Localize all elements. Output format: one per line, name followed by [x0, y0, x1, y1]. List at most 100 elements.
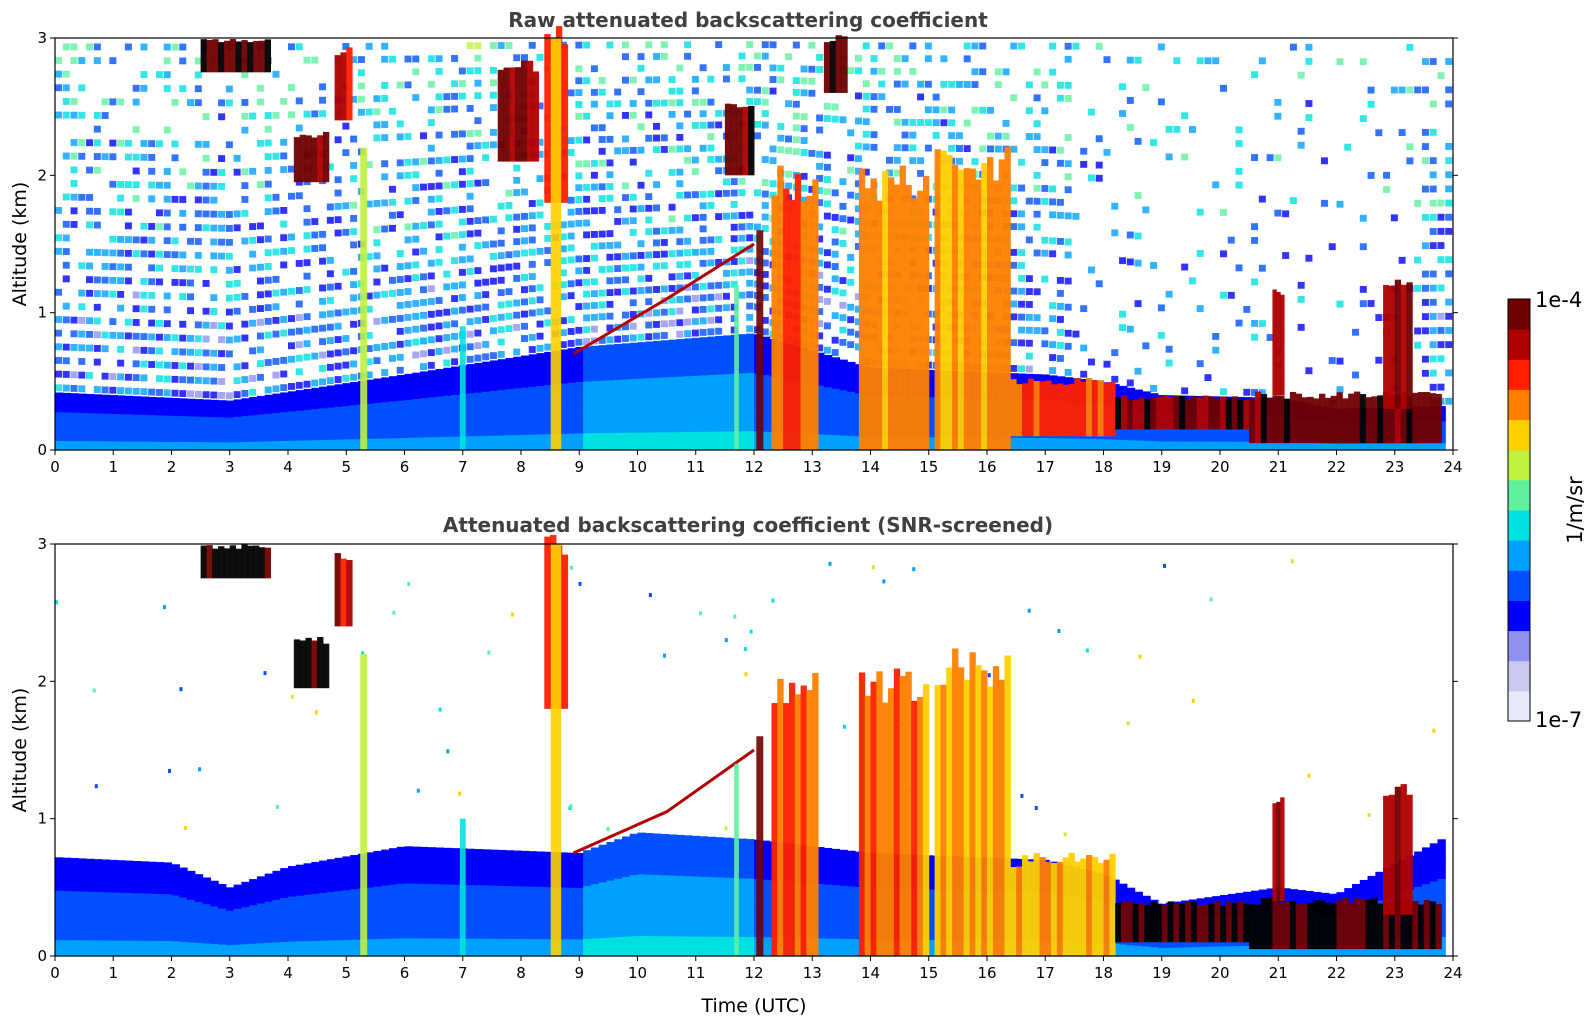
boundary-layer-cell — [645, 359, 654, 379]
noise-cell — [854, 117, 862, 125]
cloud-cell — [532, 71, 539, 162]
boundary-layer-cell — [155, 893, 165, 910]
noise-cell — [140, 346, 148, 354]
boundary-layer-cell — [497, 867, 507, 886]
cloud-cell — [253, 40, 260, 73]
noise-cell — [187, 334, 195, 342]
noise-cell — [1220, 209, 1227, 216]
noise-cell — [785, 100, 793, 108]
cloud-cell — [1010, 867, 1017, 956]
boundary-layer-cell — [567, 852, 576, 871]
noise-cell — [132, 250, 140, 258]
noise-cell — [1080, 370, 1088, 378]
boundary-layer-cell — [513, 356, 522, 373]
boundary-layer-cell — [295, 879, 305, 896]
boundary-layer-cell — [443, 865, 452, 885]
noise-cell — [163, 292, 171, 300]
noise-cell — [800, 149, 808, 156]
boundary-layer-cell — [598, 397, 608, 416]
noise-cell — [955, 145, 963, 152]
boundary-layer-cell — [55, 392, 64, 403]
noise-cell — [738, 212, 746, 219]
noise-cell — [575, 77, 583, 85]
noise-cell — [1297, 295, 1305, 303]
noise-cell — [730, 269, 738, 277]
noise-cell — [249, 223, 257, 230]
cloud-cell — [1423, 900, 1431, 950]
noise-cell — [1087, 266, 1095, 274]
noise-cell — [583, 136, 591, 144]
boundary-layer-cell — [645, 377, 654, 397]
noise-cell — [645, 251, 653, 259]
noise-cell — [489, 277, 497, 285]
boundary-layer-cell — [614, 897, 623, 918]
noise-cell — [691, 318, 699, 325]
boundary-layer-cell — [109, 859, 118, 877]
noise-cell — [1445, 143, 1453, 150]
noise-cell — [738, 75, 746, 83]
boundary-layer-cell — [225, 400, 235, 410]
cloud-cell — [1319, 393, 1326, 444]
noise-cell — [117, 194, 125, 202]
boundary-layer-cell — [1095, 438, 1105, 451]
boundary-layer-cell — [528, 434, 538, 451]
noise-cell — [412, 248, 420, 256]
boundary-layer-cell — [722, 392, 732, 413]
noise-cell — [637, 146, 645, 154]
noise-cell — [1429, 242, 1437, 250]
boundary-layer-cell — [93, 875, 103, 893]
boundary-layer-cell — [583, 346, 592, 365]
noise-cell — [163, 361, 171, 369]
plume — [756, 230, 764, 450]
boundary-layer-cell — [311, 387, 320, 399]
boundary-layer-cell — [645, 341, 654, 361]
boundary-layer-cell — [466, 848, 475, 868]
noise-cell — [691, 283, 699, 291]
noise-cell — [816, 199, 824, 207]
boundary-layer-cell — [78, 858, 87, 876]
boundary-layer-cell — [280, 421, 289, 432]
noise-cell — [194, 363, 202, 370]
boundary-layer-cell — [194, 928, 204, 943]
boundary-layer-cell — [1188, 946, 1198, 957]
boundary-layer-cell — [847, 420, 856, 436]
noise-cell — [497, 350, 505, 358]
boundary-layer-cell — [816, 352, 825, 370]
cloud-cell — [1406, 794, 1413, 915]
cloud-cell — [561, 44, 569, 203]
colorbar-swatch — [1508, 299, 1530, 330]
noise-cell — [614, 206, 622, 214]
boundary-layer-cell — [70, 393, 79, 404]
y-tick-label: 1 — [37, 304, 47, 322]
cloud-cell — [1266, 397, 1273, 444]
noise-cell — [202, 280, 210, 287]
cloud-cell — [1196, 397, 1204, 430]
noise-cell — [179, 168, 187, 176]
noise-cell — [1266, 334, 1274, 341]
noise-cell — [497, 326, 505, 334]
boundary-layer-cell — [1049, 437, 1058, 451]
boundary-layer-cell — [474, 884, 483, 904]
noise-cell — [823, 322, 831, 330]
noise-cell — [101, 153, 109, 161]
panel-screened-xlabel: Time (UTC) — [700, 995, 806, 1017]
boundary-layer-cell — [536, 417, 545, 435]
boundary-layer-cell — [163, 862, 173, 879]
noise-cell — [544, 234, 552, 242]
boundary-layer-cell — [761, 355, 771, 376]
boundary-layer-cell — [288, 391, 297, 402]
noise-cell — [1010, 339, 1018, 347]
noise-cell — [124, 318, 132, 326]
noise-cell — [256, 222, 264, 230]
noise-cell — [132, 195, 140, 202]
boundary-layer-cell — [187, 941, 196, 957]
noise-cell — [1437, 72, 1445, 80]
boundary-layer-cell — [420, 901, 429, 921]
noise-cell — [637, 333, 645, 341]
noise-cell — [653, 251, 661, 258]
cloud-cell — [870, 681, 877, 956]
noise-cell — [210, 182, 218, 190]
noise-cell — [373, 200, 381, 207]
noise-cell — [699, 282, 707, 290]
boundary-layer-cell — [295, 925, 305, 942]
